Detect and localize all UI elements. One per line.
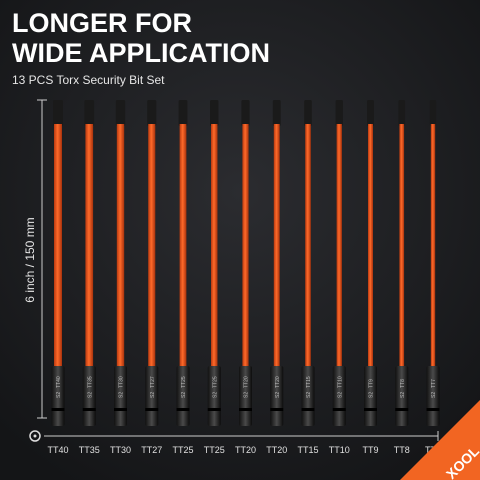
bit-shaft [242, 124, 249, 368]
bit-tip [367, 100, 374, 126]
bit-tip [84, 100, 95, 126]
bit-groove [207, 408, 221, 411]
bit-groove [51, 408, 65, 411]
bit: S2 TT27 [145, 100, 159, 426]
title-line: WIDE APPLICATION [12, 38, 270, 68]
bit-groove [114, 408, 127, 411]
bit-groove [426, 408, 440, 411]
bit: S2 TT20 [270, 100, 284, 426]
bit-label: TT9 [362, 445, 378, 455]
engraving-size: TT25 [181, 376, 187, 388]
engraving-size: TT40 [56, 376, 62, 388]
bit: S2 TT25 [207, 100, 221, 426]
bit: S2 TT20 [239, 100, 252, 426]
bit-label: TT30 [110, 445, 131, 455]
bit-shaft [148, 124, 156, 368]
bit-groove [332, 408, 346, 411]
bit-groove [145, 408, 159, 411]
bit: S2 TT8 [395, 100, 409, 426]
engraving: S2 [212, 392, 218, 398]
engraving: S2 [56, 392, 62, 398]
vertical-dimension: 6 inch / 150 mm [23, 99, 47, 419]
engraving: S2 [119, 392, 125, 398]
bit-label: TT40 [47, 445, 68, 455]
bit-tip [429, 100, 437, 126]
bit-shaft [211, 124, 218, 368]
engraving-size: TT35 [87, 376, 93, 388]
bit-label: TT20 [235, 445, 256, 455]
bit-shaft [179, 124, 187, 368]
bit: S2 TT10 [332, 100, 346, 426]
bit-label: TT8 [394, 445, 410, 455]
engraving-size: TT20 [275, 376, 281, 388]
engraving-size: TT7 [431, 379, 437, 388]
bit: S2 TT25 [176, 100, 190, 426]
engraving: S2 [244, 392, 250, 398]
bit-shaft [54, 124, 62, 368]
engraving: S2 [369, 392, 375, 398]
engraving-size: TT25 [212, 376, 218, 388]
bit-label: TT20 [266, 445, 287, 455]
bit-tip [272, 100, 281, 126]
bit-tip [147, 100, 157, 126]
engraving: S2 [181, 392, 187, 398]
bit-shaft [305, 124, 311, 368]
bit-shaft [85, 124, 94, 368]
bit-tip [115, 100, 126, 126]
bit-tip [53, 100, 63, 126]
bit: S2 TT35 [82, 100, 96, 426]
bit-groove [176, 408, 190, 411]
bit-shaft [116, 124, 125, 368]
bit-shaft [336, 124, 342, 368]
bit-tip [241, 100, 250, 126]
bit-label: TT25 [204, 445, 225, 455]
engraving: S2 [150, 392, 156, 398]
bit: S2 TT30 [114, 100, 127, 426]
engraving: S2 [306, 392, 312, 398]
bit-shaft [368, 124, 373, 368]
bit-groove [239, 408, 252, 411]
engraving: S2 [87, 392, 93, 398]
engraving-size: TT27 [150, 376, 156, 388]
bit-label: TT10 [329, 445, 350, 455]
engraving: S2 [337, 392, 343, 398]
engraving: S2 [400, 392, 406, 398]
engraving-size: TT30 [119, 376, 125, 388]
subtitle: 13 PCS Torx Security Bit Set [12, 73, 165, 87]
dimension-label: 6 inch / 150 mm [23, 217, 37, 302]
bit-tip [210, 100, 219, 126]
brand-logo: XOOL [400, 400, 480, 480]
engraving-size: TT8 [400, 379, 406, 388]
bit-tip [178, 100, 188, 126]
title-line: LONGER FOR [12, 8, 192, 38]
bit-tip [335, 100, 343, 126]
engraving-size: TT15 [306, 376, 312, 388]
bit-groove [82, 408, 96, 411]
engraving-size: TT20 [244, 376, 250, 388]
bit-shaft [430, 124, 436, 368]
bit-groove [301, 408, 315, 411]
horizontal-dimension [29, 430, 439, 442]
bit-groove [364, 408, 377, 411]
bit-tip [304, 100, 312, 126]
engraving-size: TT9 [369, 379, 375, 388]
bit-set: S2 TT40 TT40 S2 TT35 TT35 S2 TT30 TT30 S2 TT27 TT27… [47, 100, 441, 455]
engraving: S2 [275, 392, 281, 398]
bit-label: TT27 [141, 445, 162, 455]
bit-label: TT15 [297, 445, 318, 455]
bit: S2 TT40 [51, 100, 65, 426]
bit-tip [398, 100, 406, 126]
bit: S2 TT15 [301, 100, 315, 426]
bit-groove [270, 408, 284, 411]
bit-label: TT25 [172, 445, 193, 455]
bit-shaft [273, 124, 280, 368]
bit: S2 TT9 [364, 100, 377, 426]
bit-shaft [399, 124, 405, 368]
bit: S2 TT7 [426, 100, 440, 426]
bit-groove [395, 408, 409, 411]
bit-label: TT35 [79, 445, 100, 455]
engraving: S2 [431, 392, 437, 398]
engraving-size: TT10 [337, 376, 343, 388]
